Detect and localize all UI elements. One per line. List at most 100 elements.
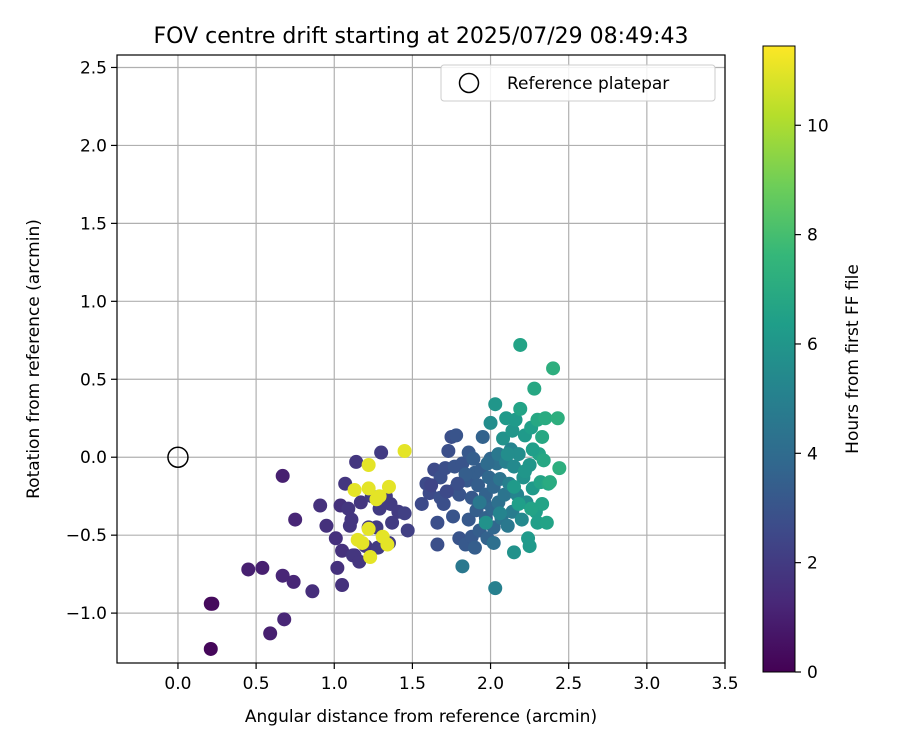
colorbar: 0 2 4 6 8 10 Hours from first FF file <box>762 45 863 683</box>
reference-point <box>167 446 189 468</box>
data-point <box>397 443 412 458</box>
y-tick-label: 1.5 <box>80 214 107 234</box>
y-axis-label: Rotation from reference (arcmin) <box>24 219 44 499</box>
data-points <box>203 337 567 656</box>
data-point <box>517 464 532 479</box>
x-tick-label: 0.0 <box>164 674 191 694</box>
chart-title: FOV centre drift starting at 2025/07/29 … <box>154 24 689 49</box>
y-tick-label: −1.0 <box>66 604 107 624</box>
x-axis-label: Angular distance from reference (arcmin) <box>245 707 597 727</box>
data-point <box>363 549 378 564</box>
data-point <box>430 537 445 552</box>
colorbar-tick-label: 4 <box>807 444 818 464</box>
data-point <box>461 512 476 527</box>
x-tick-label: 2.5 <box>555 674 582 694</box>
data-point <box>552 461 567 476</box>
data-point <box>511 496 526 511</box>
x-tick-label: 1.5 <box>399 674 426 694</box>
y-tick-label: 2.5 <box>80 58 107 78</box>
data-point <box>486 535 501 550</box>
data-point <box>522 539 537 554</box>
data-point <box>525 442 540 457</box>
data-point <box>255 560 270 575</box>
data-point <box>430 515 445 530</box>
data-point <box>455 559 470 574</box>
grid-lines <box>117 55 726 663</box>
data-point <box>478 515 493 530</box>
colorbar-ticks: 0 2 4 6 8 10 <box>795 116 829 683</box>
x-tick-label: 0.5 <box>243 674 270 694</box>
data-point <box>397 506 412 521</box>
data-point <box>488 397 503 412</box>
data-point <box>205 596 220 611</box>
data-point <box>288 512 303 527</box>
data-point <box>536 453 551 468</box>
data-point <box>436 496 451 511</box>
data-point <box>344 512 359 527</box>
colorbar-tick-label: 2 <box>807 554 818 574</box>
data-point <box>305 584 320 599</box>
data-point <box>539 515 554 530</box>
data-point <box>352 554 367 569</box>
data-point <box>500 518 515 533</box>
data-point <box>313 498 328 513</box>
data-point <box>535 496 550 511</box>
data-point <box>496 431 511 446</box>
data-point <box>467 540 482 555</box>
y-tick-label: 1.0 <box>80 292 107 312</box>
data-point <box>472 495 487 510</box>
colorbar-tick-label: 10 <box>807 116 829 136</box>
y-tick-label: −0.5 <box>66 526 107 546</box>
data-point <box>527 381 542 396</box>
data-point <box>441 443 456 458</box>
data-point <box>275 568 290 583</box>
data-point <box>353 495 368 510</box>
data-point <box>380 537 395 552</box>
data-point <box>439 484 454 499</box>
data-point <box>506 459 521 474</box>
data-point <box>500 447 515 462</box>
data-point <box>452 487 467 502</box>
data-point <box>347 482 362 497</box>
data-point <box>241 562 256 577</box>
data-point <box>550 411 565 426</box>
y-tick-label: 0.0 <box>80 448 107 468</box>
data-point <box>414 496 429 511</box>
data-point <box>505 423 520 438</box>
data-point <box>335 578 350 593</box>
data-point <box>381 479 396 494</box>
data-point <box>466 451 481 466</box>
data-point <box>535 429 550 444</box>
data-point <box>513 337 528 352</box>
data-point <box>450 476 465 491</box>
data-point <box>492 506 507 521</box>
y-axis-ticks: −1.0 −0.5 0.0 0.5 1.0 1.5 2.0 2.5 <box>66 58 117 624</box>
data-point <box>524 501 539 516</box>
data-point <box>361 521 376 536</box>
data-point <box>514 512 529 527</box>
x-tick-label: 3.5 <box>711 674 738 694</box>
colorbar-label: Hours from first FF file <box>843 264 863 454</box>
legend-marker-icon <box>458 72 480 94</box>
data-point <box>497 487 512 502</box>
x-tick-label: 1.0 <box>321 674 348 694</box>
x-tick-label: 2.0 <box>477 674 504 694</box>
data-point <box>349 454 364 469</box>
data-point <box>330 560 345 575</box>
data-point <box>508 412 523 427</box>
data-point <box>546 361 561 376</box>
data-point <box>455 456 470 471</box>
data-point <box>511 447 526 462</box>
colorbar-gradient <box>762 45 796 673</box>
reference-point-marker <box>167 446 189 468</box>
data-point <box>471 478 486 493</box>
data-point <box>449 428 464 443</box>
data-point <box>475 429 490 444</box>
data-point <box>506 479 521 494</box>
y-tick-label: 0.5 <box>80 370 107 390</box>
data-point <box>203 641 218 656</box>
y-tick-label: 2.0 <box>80 136 107 156</box>
data-point <box>424 478 439 493</box>
x-tick-label: 3.0 <box>633 674 660 694</box>
